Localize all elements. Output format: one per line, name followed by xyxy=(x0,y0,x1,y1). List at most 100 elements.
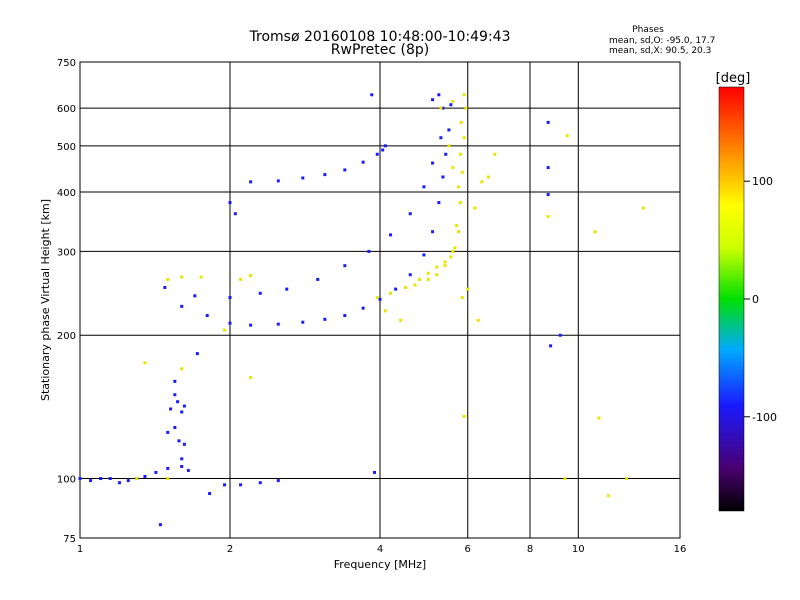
data-point xyxy=(431,161,435,165)
data-point xyxy=(408,273,412,277)
data-point xyxy=(458,152,462,156)
data-point xyxy=(558,333,562,337)
data-point xyxy=(169,407,173,411)
data-point xyxy=(641,206,645,210)
data-point xyxy=(180,464,184,468)
data-point xyxy=(383,144,387,148)
data-point xyxy=(457,185,461,189)
data-point xyxy=(258,481,262,485)
data-point xyxy=(99,477,103,481)
data-point xyxy=(435,265,439,269)
data-point xyxy=(373,470,377,474)
data-point xyxy=(343,168,347,172)
colorbar-tick-label: 100 xyxy=(752,175,773,188)
data-point xyxy=(417,277,421,281)
data-point xyxy=(455,224,459,228)
data-point xyxy=(180,367,184,371)
data-point xyxy=(180,410,184,414)
y-tick-label: 600 xyxy=(57,104,76,115)
data-point xyxy=(208,492,212,496)
data-point xyxy=(370,93,374,97)
x-tick-label: 16 xyxy=(674,544,687,555)
data-point xyxy=(193,294,197,298)
data-point xyxy=(378,297,382,301)
data-point xyxy=(443,264,447,268)
data-point xyxy=(199,275,203,279)
data-point xyxy=(249,323,253,327)
y-tick-label: 200 xyxy=(57,331,76,342)
data-point xyxy=(389,233,393,237)
data-point xyxy=(493,152,497,156)
data-point xyxy=(597,416,601,420)
data-point xyxy=(447,144,451,148)
data-point xyxy=(408,212,412,216)
phases-title: Phases xyxy=(632,25,664,35)
data-point xyxy=(413,283,417,287)
data-point xyxy=(389,291,393,295)
data-point xyxy=(323,173,327,177)
data-point xyxy=(435,273,439,277)
data-point xyxy=(444,152,448,156)
data-point xyxy=(394,287,398,291)
data-point xyxy=(439,136,443,140)
data-point xyxy=(126,479,130,483)
data-point xyxy=(476,318,480,322)
data-point xyxy=(166,477,170,481)
data-point xyxy=(228,296,232,300)
data-point xyxy=(176,400,180,404)
data-point xyxy=(441,175,445,179)
colorbar xyxy=(718,86,745,512)
y-axis-label: Stationary phase Virtual Height [km] xyxy=(39,199,52,401)
data-point xyxy=(546,215,550,219)
data-point xyxy=(457,230,461,234)
data-point xyxy=(439,106,443,110)
data-point xyxy=(399,318,403,322)
data-point xyxy=(381,148,385,152)
data-point xyxy=(431,230,435,234)
data-point xyxy=(89,479,93,483)
data-point xyxy=(486,175,490,179)
data-point xyxy=(431,98,435,102)
data-points xyxy=(78,93,645,527)
y-tick-label: 750 xyxy=(57,58,76,69)
data-point xyxy=(462,414,466,418)
data-point xyxy=(166,430,170,434)
colorbar-label: [deg] xyxy=(716,71,751,86)
data-point xyxy=(546,120,550,124)
y-tick-label: 400 xyxy=(57,188,76,199)
data-point xyxy=(447,128,451,132)
x-tick-label: 10 xyxy=(572,544,585,555)
data-point xyxy=(177,439,181,443)
data-point xyxy=(285,287,289,291)
data-point xyxy=(143,361,147,365)
data-point xyxy=(228,321,232,325)
data-point xyxy=(249,180,253,184)
data-point xyxy=(223,328,227,332)
data-point xyxy=(173,393,177,397)
data-point xyxy=(437,201,441,205)
data-point xyxy=(361,306,365,310)
data-point xyxy=(422,185,426,189)
data-point xyxy=(228,201,232,205)
data-point xyxy=(460,170,464,174)
data-point xyxy=(205,314,209,318)
x-tick-label: 8 xyxy=(527,544,533,555)
data-point xyxy=(383,309,387,313)
data-point xyxy=(249,274,253,278)
data-point xyxy=(375,296,379,300)
data-point xyxy=(422,253,426,257)
data-point xyxy=(466,287,470,291)
data-point xyxy=(180,457,184,461)
data-point xyxy=(78,477,82,481)
data-point xyxy=(426,271,430,275)
data-point xyxy=(117,481,121,485)
data-point xyxy=(451,99,455,103)
data-point xyxy=(625,477,629,481)
data-point xyxy=(546,166,550,170)
axis-ticks: 1 2 4 6 8 10 16 75 100 200 300 400 500 600 750 xyxy=(57,58,686,555)
data-point xyxy=(480,180,484,184)
data-point xyxy=(163,285,167,289)
data-point xyxy=(437,93,441,97)
data-point xyxy=(180,304,184,308)
